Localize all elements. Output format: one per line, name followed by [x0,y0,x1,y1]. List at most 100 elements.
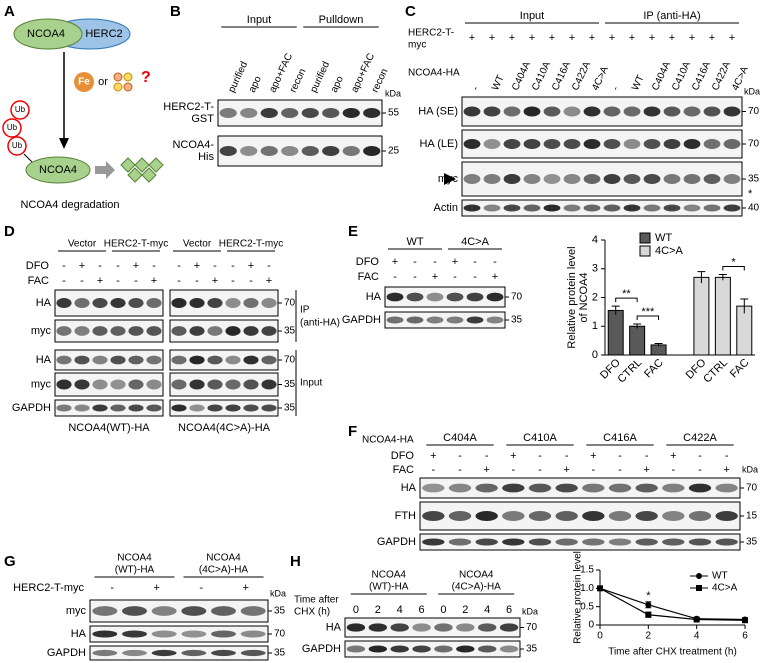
ub-circle [10,100,30,120]
band [92,649,118,657]
time-label: 6 [419,604,425,616]
marker-label: 15 [746,511,758,522]
marker-label: 35 [274,648,286,659]
band [623,174,641,184]
condition-label: FAC [358,271,379,283]
group-label: 4C>A [461,236,489,248]
sign: + [629,32,635,44]
group-label: HERC2-T-myc [219,239,283,250]
group-label: NCOA4 [117,553,152,564]
marker-label: 70 [748,106,760,117]
band [92,404,108,412]
band [528,483,552,493]
band [146,326,162,336]
point [645,601,652,608]
band [475,483,498,493]
point [645,611,652,618]
lane-label: apo [247,74,264,94]
band [608,538,632,546]
panel-label: C [405,3,416,20]
band [225,298,241,308]
band [240,606,266,616]
band [463,204,481,212]
band [426,316,444,324]
band [503,204,521,212]
band [483,106,501,117]
time-label: 2 [462,604,468,616]
band [240,649,266,657]
x-tick-label: 2 [646,631,652,642]
row-label: HA [401,482,417,494]
band [211,606,236,616]
band [463,139,481,149]
fragment [148,157,164,173]
band [528,538,552,546]
sign: + [154,582,160,594]
cluster-atom [113,82,123,92]
bar [693,276,710,356]
y-tick-label: 0 [588,620,594,631]
sign: - [199,582,203,594]
blot-frame [54,372,164,397]
sign: - [458,450,462,462]
band [723,204,741,212]
band [243,404,259,412]
band [207,326,223,336]
condition-label: DFO [356,256,380,268]
band [128,326,144,336]
band [368,623,387,632]
band [502,538,525,546]
group-label: Input [247,14,271,26]
band [243,355,259,365]
band [603,139,621,149]
band [663,139,681,149]
band [478,623,497,632]
ub-label: Ub [12,141,23,150]
band [583,106,601,117]
sign: - [213,260,217,272]
band [543,139,561,149]
sign: + [133,260,139,272]
band [110,355,126,365]
panel-label: F [348,423,357,440]
significance-bracket [722,266,745,271]
band [128,355,144,365]
blot-frame [54,349,164,371]
row-label: HA (LE) [419,138,458,150]
error-bar [740,298,749,314]
sign: - [98,260,102,272]
group-label: (WT)-HA [369,582,409,593]
sign: + [194,260,200,272]
legend-label: WT [655,232,672,244]
band [635,538,658,546]
band [322,108,340,118]
significance-label: * [731,256,736,268]
band [448,538,472,546]
sign: - [725,450,729,462]
sign: + [709,32,715,44]
band [260,146,278,156]
row-label: HA [326,621,342,633]
band [503,139,521,149]
band [386,316,404,324]
band [582,483,605,493]
band [446,316,464,324]
band [225,404,241,412]
band [243,298,259,308]
ub-circle [7,136,27,156]
band [146,355,162,365]
sign: - [433,256,437,268]
band [434,623,453,632]
legend-label: 4C>A [655,245,683,257]
y-tick-label: 1.5 [580,565,594,576]
sign: + [248,260,254,272]
band [503,106,521,117]
band [486,316,504,324]
band [603,204,621,212]
sign: + [649,32,655,44]
band [151,630,177,638]
ub-label: Ub [7,123,18,132]
bracket-label: (anti-HA) [300,318,340,329]
band [261,379,277,390]
